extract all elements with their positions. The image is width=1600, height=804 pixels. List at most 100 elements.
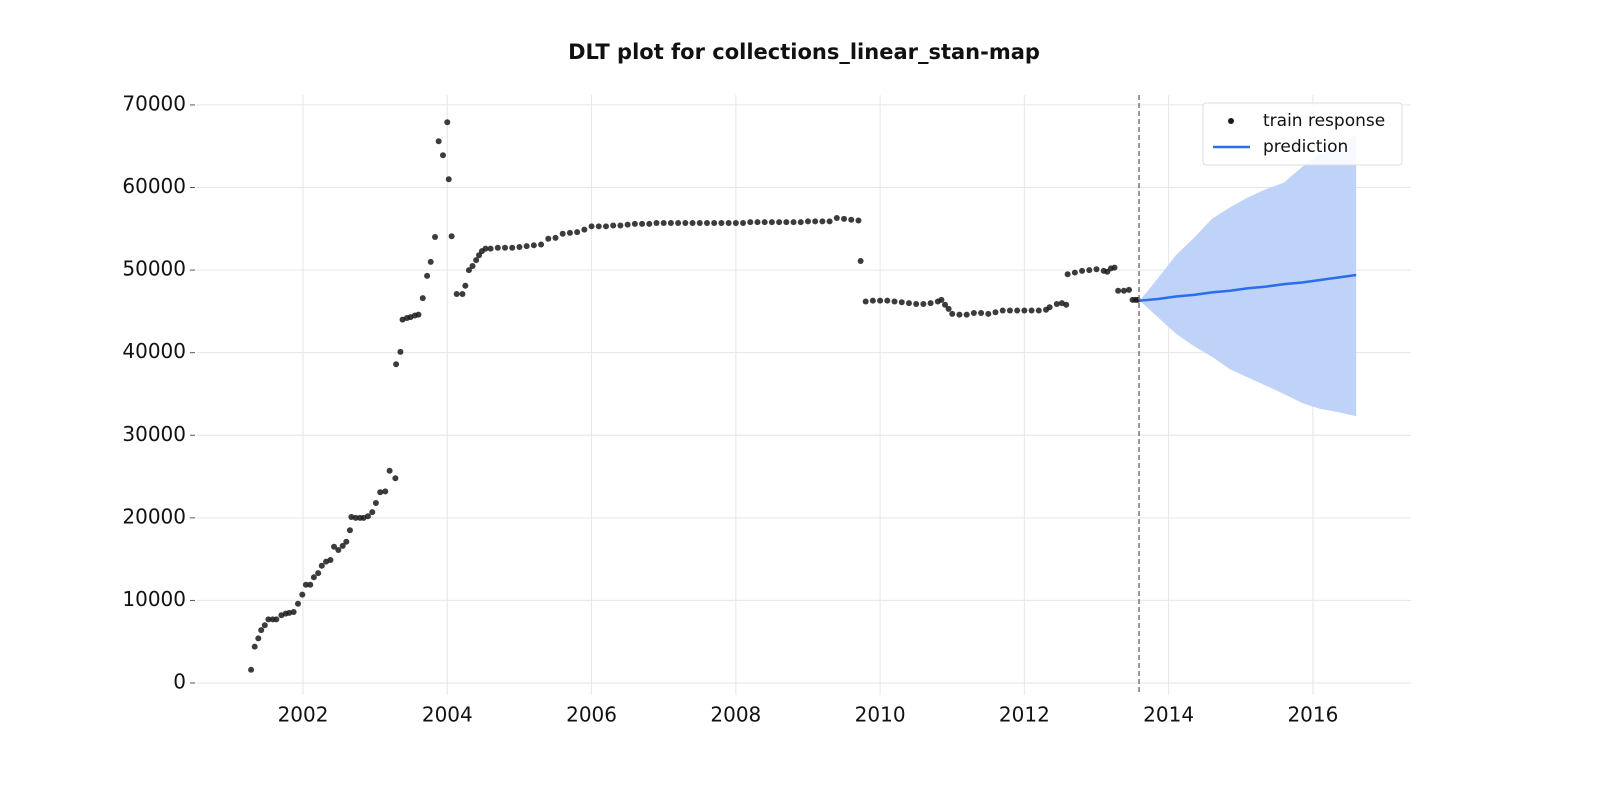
data-point xyxy=(1021,307,1028,314)
data-point xyxy=(523,243,530,250)
data-point xyxy=(432,234,439,241)
data-point xyxy=(310,574,317,581)
data-point xyxy=(335,547,342,554)
data-point xyxy=(660,220,667,227)
data-point xyxy=(255,635,262,642)
data-point xyxy=(1071,269,1078,276)
data-point xyxy=(862,298,869,305)
data-point xyxy=(509,244,516,251)
data-point xyxy=(419,295,426,302)
data-point xyxy=(258,627,265,634)
legend-box xyxy=(1202,102,1403,166)
data-point xyxy=(251,643,258,650)
data-point xyxy=(646,220,653,227)
data-point xyxy=(346,527,353,534)
legend-label: prediction xyxy=(1263,137,1348,157)
chart-title: DLT plot for collections_linear_stan-map xyxy=(568,40,1040,64)
data-point xyxy=(473,257,480,264)
data-point xyxy=(978,310,985,317)
data-point xyxy=(530,242,537,249)
data-point xyxy=(855,217,862,224)
x-tick-label: 2006 xyxy=(566,703,617,727)
data-point xyxy=(339,542,346,549)
data-point xyxy=(819,218,826,225)
data-point xyxy=(857,258,864,265)
data-point xyxy=(826,218,833,225)
data-point xyxy=(516,243,523,250)
data-point xyxy=(343,538,350,545)
data-point xyxy=(1111,264,1118,271)
data-point xyxy=(265,616,272,623)
data-point xyxy=(465,267,472,274)
data-point xyxy=(393,361,400,368)
data-point xyxy=(639,220,646,227)
data-point xyxy=(610,222,617,229)
y-tick-label: 20000 xyxy=(122,504,186,528)
data-point xyxy=(711,220,718,227)
data-point xyxy=(1053,300,1060,307)
data-point xyxy=(1093,266,1100,273)
data-point xyxy=(1115,287,1122,294)
data-point xyxy=(574,229,581,236)
data-point xyxy=(970,310,977,317)
data-point xyxy=(372,499,379,506)
data-point xyxy=(869,297,876,304)
data-point xyxy=(1125,286,1132,293)
data-point xyxy=(386,467,393,474)
data-point xyxy=(804,218,811,225)
data-point xyxy=(754,219,761,226)
data-point xyxy=(938,296,945,303)
data-point xyxy=(382,488,389,495)
x-tick-label: 2004 xyxy=(422,703,473,727)
data-point xyxy=(732,220,739,227)
data-point xyxy=(273,616,280,623)
data-point xyxy=(315,570,322,577)
data-point xyxy=(841,215,848,222)
data-point xyxy=(248,666,255,673)
data-point xyxy=(602,223,609,230)
data-point xyxy=(725,220,732,227)
legend-label: train response xyxy=(1263,111,1385,131)
data-point xyxy=(299,591,306,598)
prediction-line xyxy=(1139,273,1357,302)
data-point xyxy=(445,176,452,183)
legend-marker xyxy=(1228,118,1234,124)
x-tick-label: 2002 xyxy=(278,703,329,727)
data-point xyxy=(898,299,905,306)
data-point xyxy=(963,311,970,318)
data-point xyxy=(747,219,754,226)
data-point xyxy=(833,215,840,222)
data-point xyxy=(331,543,338,550)
data-point xyxy=(392,475,399,482)
data-point xyxy=(439,152,446,159)
data-point xyxy=(689,220,696,227)
data-point xyxy=(502,244,509,251)
data-point xyxy=(783,219,790,226)
data-point xyxy=(588,223,595,230)
data-point xyxy=(566,229,573,236)
data-point xyxy=(1028,307,1035,314)
data-point xyxy=(992,309,999,316)
data-point xyxy=(617,222,624,229)
data-point xyxy=(675,220,682,227)
data-point xyxy=(1014,307,1021,314)
data-point xyxy=(318,562,325,569)
data-point xyxy=(1046,304,1053,311)
data-point xyxy=(797,219,804,226)
data-point xyxy=(469,262,476,269)
data-point xyxy=(1064,271,1071,278)
data-point xyxy=(595,223,602,230)
data-point xyxy=(448,233,455,240)
data-point xyxy=(1079,267,1086,274)
data-point xyxy=(999,307,1006,314)
data-point xyxy=(369,509,376,516)
y-tick-label: 10000 xyxy=(122,587,186,611)
data-point xyxy=(294,600,301,607)
data-point xyxy=(415,311,422,318)
data-point xyxy=(581,226,588,233)
data-point xyxy=(877,297,884,304)
data-point xyxy=(444,119,451,126)
data-point xyxy=(920,300,927,307)
data-point xyxy=(352,514,359,521)
